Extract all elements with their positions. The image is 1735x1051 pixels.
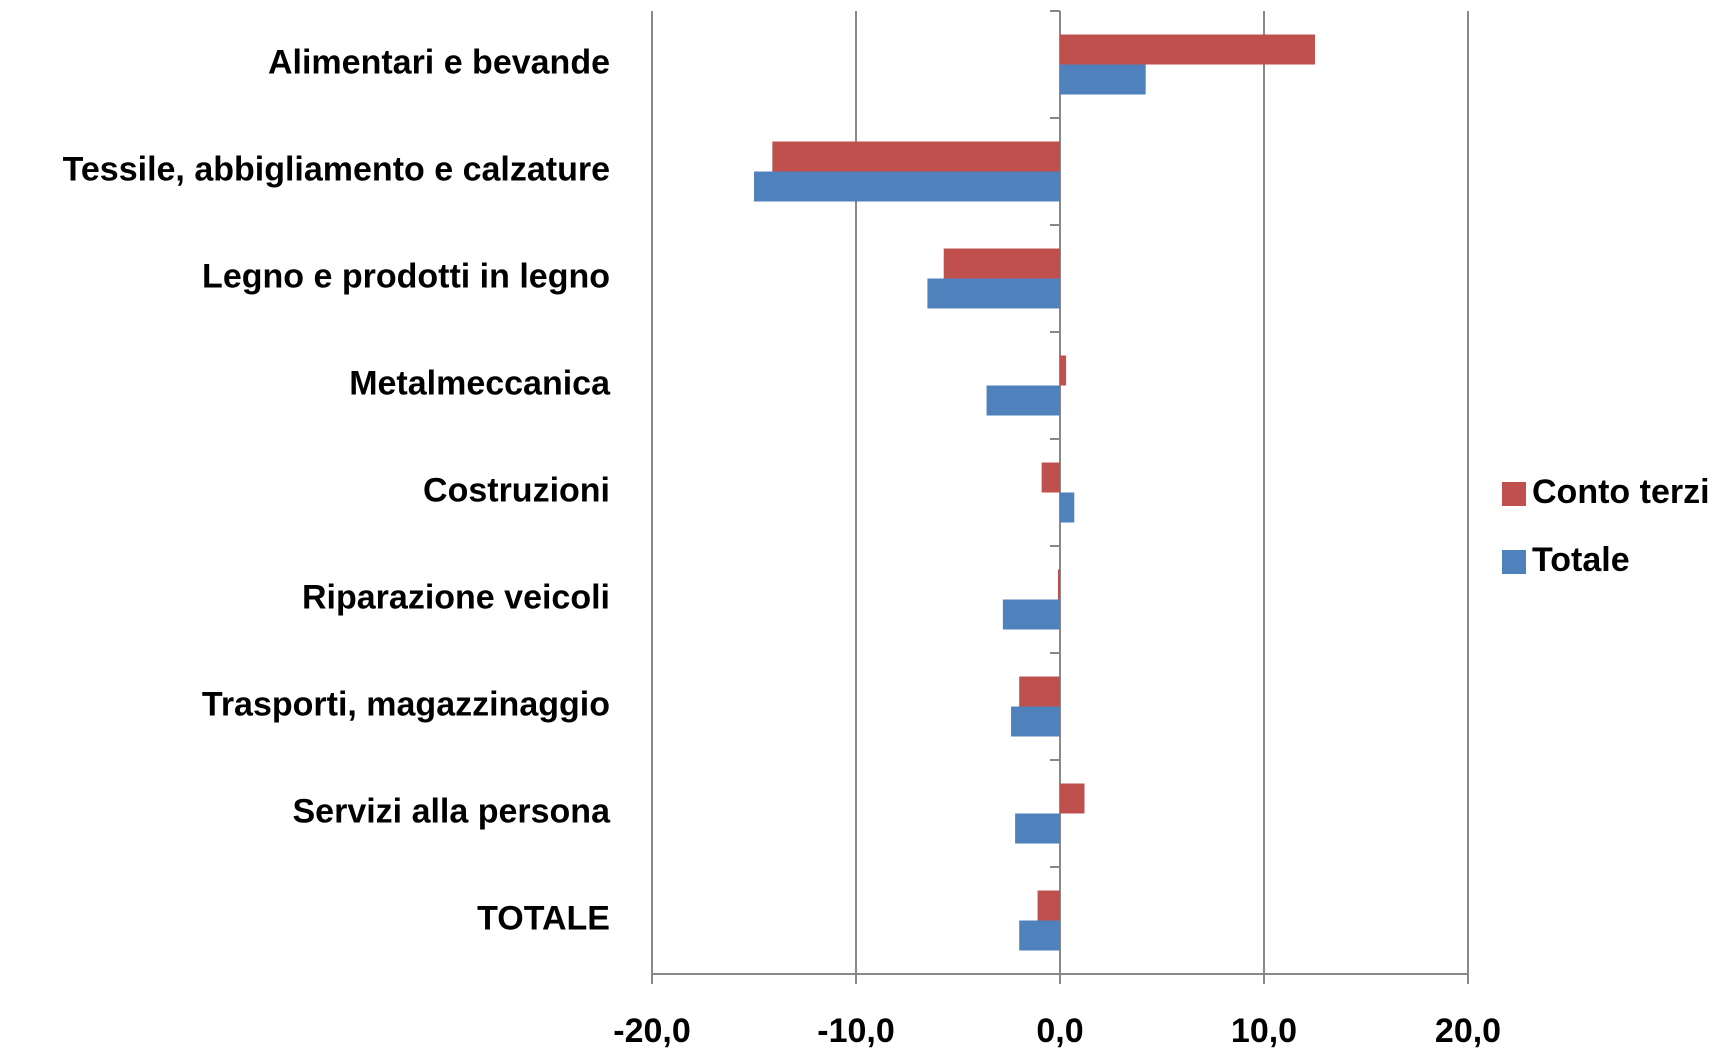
- x-tick-label: -20,0: [613, 1012, 691, 1050]
- legend-label: Totale: [1532, 541, 1630, 579]
- x-tick-label: 0,0: [1036, 1012, 1083, 1050]
- bar: [1041, 462, 1060, 493]
- legend-swatch: [1502, 482, 1526, 506]
- y-tick-label: Alimentari e bevande: [268, 43, 610, 81]
- bar: [927, 278, 1060, 309]
- y-tick-label: TOTALE: [477, 899, 610, 937]
- bar: [986, 385, 1060, 416]
- bar: [754, 171, 1060, 202]
- x-tick-label: 10,0: [1231, 1012, 1297, 1050]
- bar: [1002, 599, 1060, 630]
- bar: [1060, 64, 1146, 95]
- bar: [1060, 783, 1085, 814]
- y-tick-label: Trasporti, magazzinaggio: [202, 685, 610, 723]
- bar: [1060, 492, 1075, 523]
- legend-label: Conto terzi: [1532, 473, 1710, 511]
- bar: [1019, 676, 1060, 707]
- bar: [1019, 920, 1060, 951]
- x-tick-label: 20,0: [1435, 1012, 1501, 1050]
- bar: [1060, 355, 1067, 386]
- bar: [1015, 813, 1060, 844]
- bar: [1060, 34, 1315, 65]
- y-tick-label: Metalmeccanica: [349, 364, 611, 402]
- bar: [772, 141, 1060, 172]
- bar: [1011, 706, 1060, 737]
- bar: [1057, 569, 1060, 600]
- y-tick-label: Tessile, abbigliamento e calzature: [63, 150, 610, 188]
- bar: [943, 248, 1060, 279]
- y-tick-label: Legno e prodotti in legno: [202, 257, 610, 295]
- x-tick-label: -10,0: [817, 1012, 895, 1050]
- y-tick-label: Servizi alla persona: [293, 792, 612, 830]
- y-tick-label: Costruzioni: [423, 471, 610, 509]
- legend-swatch: [1502, 550, 1526, 574]
- y-tick-label: Riparazione veicoli: [302, 578, 610, 616]
- bar: [1037, 890, 1060, 921]
